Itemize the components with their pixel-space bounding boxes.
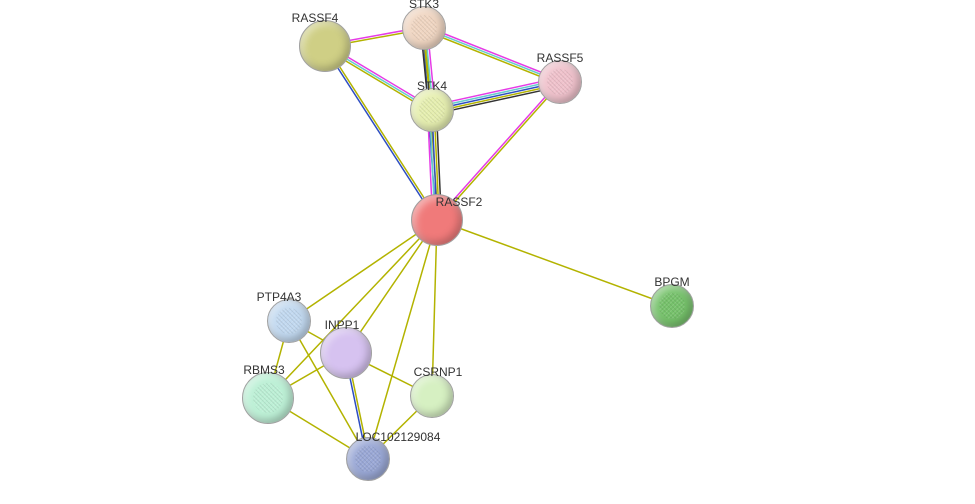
edge xyxy=(437,220,672,306)
node-circle[interactable] xyxy=(402,6,446,50)
node-circle[interactable] xyxy=(267,299,311,343)
node-texture xyxy=(276,308,301,333)
node-circle[interactable] xyxy=(242,372,294,424)
node-texture xyxy=(411,15,436,40)
node-loc102129084[interactable]: LOC102129084 xyxy=(346,437,390,481)
node-texture xyxy=(547,69,572,94)
node-texture xyxy=(659,293,684,318)
node-ptp4a3[interactable]: PTP4A3 xyxy=(267,299,311,343)
node-stk4[interactable]: STK4 xyxy=(410,88,454,132)
network-canvas: RASSF2 RASSF4 STK3 STK4 RASSF5 PTP4A3INPP1 RBM… xyxy=(0,0,975,504)
node-circle[interactable] xyxy=(650,284,694,328)
node-texture xyxy=(419,97,444,122)
node-texture xyxy=(253,383,283,413)
node-circle[interactable] xyxy=(299,20,351,72)
node-inpp1[interactable]: INPP1 xyxy=(320,327,372,379)
node-rbms3[interactable]: RBMS3 xyxy=(242,372,294,424)
node-texture xyxy=(355,446,380,471)
node-bpgm[interactable]: BPGM xyxy=(650,284,694,328)
node-circle[interactable] xyxy=(320,327,372,379)
node-rassf4[interactable]: RASSF4 xyxy=(299,20,351,72)
node-circle[interactable] xyxy=(538,60,582,104)
node-rassf2[interactable]: RASSF2 xyxy=(411,194,463,246)
node-circle[interactable] xyxy=(346,437,390,481)
node-circle[interactable] xyxy=(410,88,454,132)
node-circle[interactable] xyxy=(411,194,463,246)
node-circle[interactable] xyxy=(410,374,454,418)
edge-layer xyxy=(0,0,975,504)
node-rassf5[interactable]: RASSF5 xyxy=(538,60,582,104)
edge xyxy=(432,220,437,396)
node-stk3[interactable]: STK3 xyxy=(402,6,446,50)
node-csrnp1[interactable]: CSRNP1 xyxy=(410,374,454,418)
